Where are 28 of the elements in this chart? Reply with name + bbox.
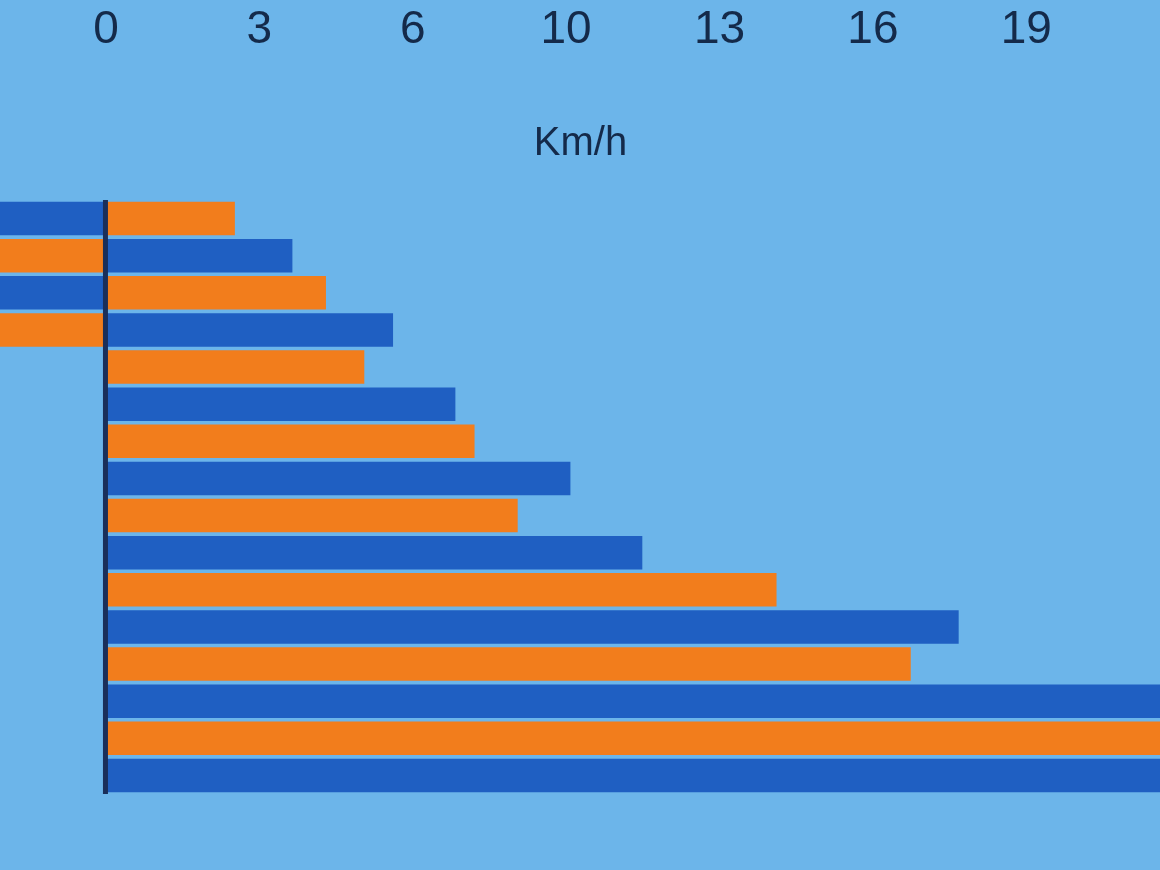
x-tick-label: 10 — [540, 0, 592, 53]
x-tick-label: 16 — [847, 0, 899, 53]
bar — [105, 313, 394, 347]
bar — [0, 313, 106, 347]
x-tick-label: 3 — [246, 0, 273, 53]
bar — [105, 573, 777, 607]
bar — [0, 238, 106, 273]
bar — [105, 387, 456, 421]
bar — [105, 610, 959, 644]
bar — [105, 498, 518, 533]
bar — [105, 684, 1160, 718]
bar — [105, 647, 911, 681]
bar — [105, 201, 235, 236]
x-tick-label: 19 — [1000, 0, 1052, 53]
bar — [105, 238, 293, 273]
bar — [105, 424, 475, 459]
bar — [0, 201, 106, 236]
bar — [105, 721, 1160, 756]
x-tick-label: 13 — [693, 0, 746, 53]
x-tick-label: 0 — [93, 0, 119, 53]
x-axis-title: Km/h — [533, 118, 628, 163]
bar — [105, 535, 643, 570]
bar — [105, 276, 326, 310]
bar — [105, 350, 365, 384]
bar — [105, 758, 1160, 793]
bar — [105, 461, 571, 496]
bar — [0, 276, 106, 310]
x-tick-label: 6 — [399, 0, 426, 53]
